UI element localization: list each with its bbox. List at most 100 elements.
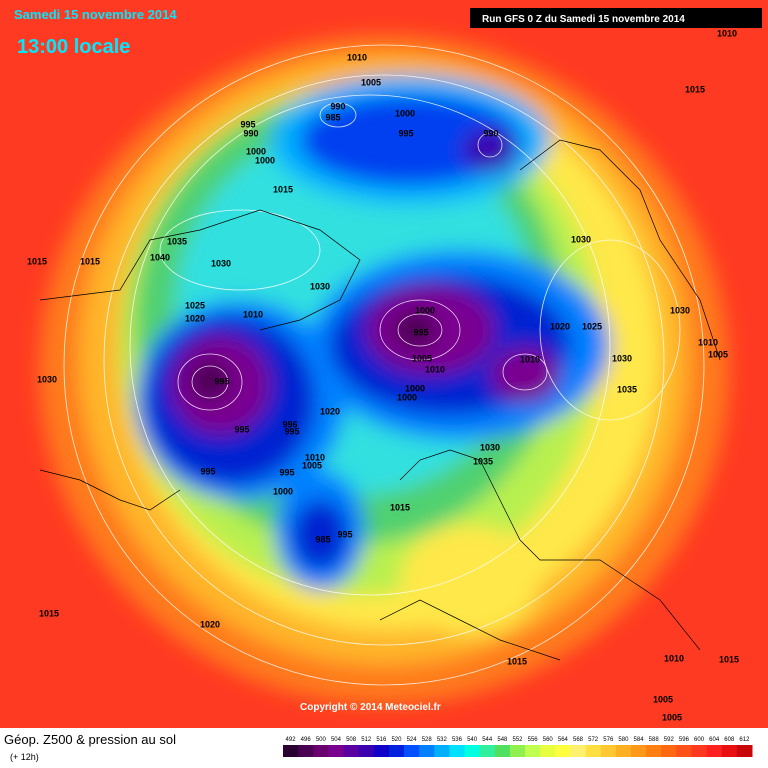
isobar-label: 1020 [185,313,205,323]
date-label: Samedi 15 novembre 2014 [14,7,177,22]
legend-swatch [615,745,632,757]
isobar-label: 1010 [717,28,737,38]
footer-lead: (+ 12h) [10,752,39,762]
isobar-label: 1010 [305,452,325,462]
isobar-label: 1005 [302,460,322,470]
legend-label: 516 [376,737,387,743]
isobar-label: 990 [330,101,345,111]
isobar-label: 1020 [550,321,570,331]
legend-label: 608 [724,737,735,743]
legend-swatch [706,745,723,757]
legend-label: 576 [603,737,614,743]
legend-swatch [494,745,511,757]
isobar-label: 1005 [653,694,673,704]
legend-swatch [283,745,299,757]
isobar-label: 1005 [361,77,381,87]
legend-label: 504 [331,737,342,743]
legend-label: 512 [361,737,372,743]
legend-swatch [434,745,450,757]
isobar-label: 1020 [200,619,220,629]
run-label: Run GFS 0 Z du Samedi 15 novembre 2014 [482,14,685,25]
isobar-label: 995 [398,128,413,138]
legend-swatch [404,745,420,757]
isobar-label: 1040 [150,252,170,262]
legend-swatch [555,745,571,757]
legend-label: 588 [649,737,660,743]
legend-label: 564 [558,737,569,743]
isobar-label: 1035 [473,456,493,466]
legend-swatch [691,745,708,757]
isobar-label: 1015 [39,608,59,618]
legend-swatch [646,745,662,757]
isobar-label: 1000 [395,108,415,118]
isobar-label: 1005 [662,712,682,722]
isobars [63,44,705,686]
isobar-label: 1005 [708,349,728,359]
isobar-label: 1035 [167,236,187,246]
legend-label: 604 [709,737,720,743]
legend-swatch [525,745,541,757]
legend-swatch [343,745,360,757]
isobar-label: 1010 [425,364,445,374]
legend-swatch [419,745,435,757]
isobar-label: 1010 [520,354,540,364]
isobar-label: 996 [282,419,297,429]
legend-label: 600 [694,737,705,743]
isobar-label: 1015 [273,184,293,194]
color-legend: 492 496 500 504 508 512 516 520 524 528 532 536 540 5… [283,737,753,757]
isobar-label: 1015 [80,256,100,266]
isobar-label: 1015 [685,84,705,94]
isobar-label: 1030 [37,374,57,384]
legend-swatch [358,745,375,757]
coastlines [39,139,721,661]
isobar-label: 1030 [612,353,632,363]
map-field [0,0,768,728]
isobar-label: 995 [200,466,215,476]
isobar-label: 1000 [397,392,417,402]
legend-label: 592 [664,737,675,743]
isobar-label: 1015 [27,256,47,266]
isobar-label: 1010 [664,653,684,663]
legend-swatch [464,745,481,757]
legend-label: 496 [301,737,312,743]
isobar-label: 995 [214,376,229,386]
legend-swatch [585,745,602,757]
isobar-label: 985 [315,534,330,544]
legend-swatch [540,745,556,757]
legend-label: 492 [286,737,297,743]
isobar-label: 995 [413,327,428,337]
legend-label: 552 [512,737,523,743]
legend-swatch [479,745,496,757]
legend-swatch [373,745,390,757]
isobar-label: 1000 [255,155,275,165]
isobar-label: 1030 [211,258,231,268]
isobar-label: 1010 [347,52,367,62]
isobar-label: 990 [243,128,258,138]
isobar-label: 1015 [390,502,410,512]
legend-swatch [570,745,587,757]
isobar-label: 985 [325,112,340,122]
isobar-label: 1005 [412,353,432,363]
legend-label: 500 [316,737,327,743]
isobar-label: 995 [284,426,299,436]
isobar-label: 1020 [320,406,340,416]
legend-label: 528 [422,737,433,743]
legend-label: 532 [437,737,448,743]
legend-swatch [449,745,466,757]
legend-swatch [298,745,314,757]
isobar-label: 1000 [246,146,266,156]
legend-swatch [600,745,617,757]
isobar-label: 995 [279,467,294,477]
legend-label: 584 [634,737,645,743]
legend-label: 596 [679,737,690,743]
legend-label: 580 [618,737,629,743]
isobar-label: 1000 [405,383,425,393]
legend-label: 560 [543,737,554,743]
legend-label: 548 [497,737,508,743]
isobar-label: 1000 [415,305,435,315]
time-label: 13:00 locale [17,36,130,58]
footer-title: Géop. Z500 & pression au sol [4,732,176,747]
legend-swatch [313,745,329,757]
